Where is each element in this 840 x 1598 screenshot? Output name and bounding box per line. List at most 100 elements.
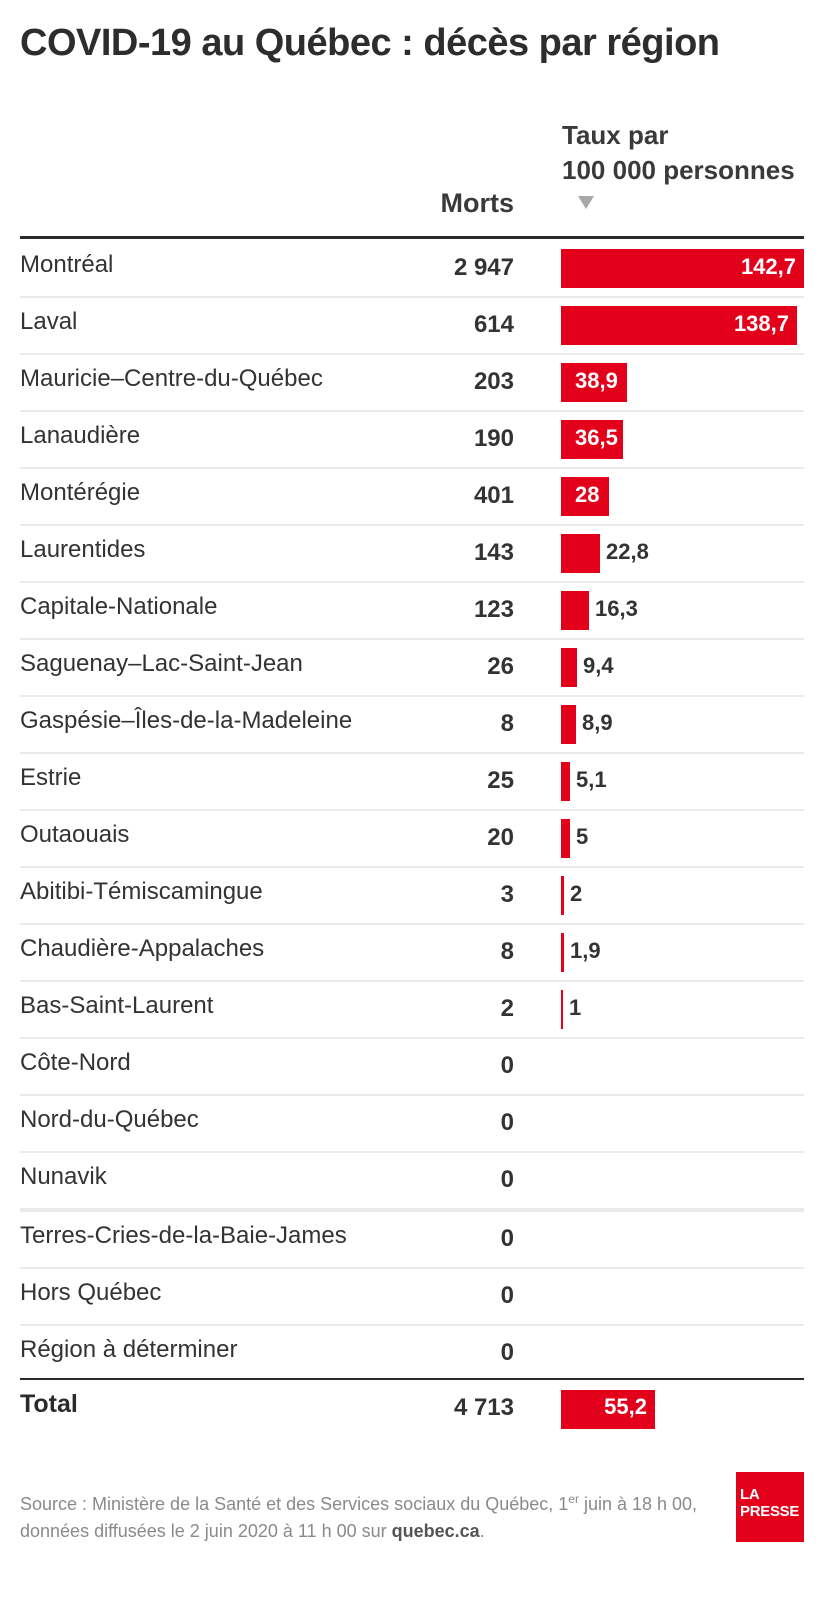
region-name: Abitibi-Témiscamingue	[20, 878, 263, 905]
table-row: Chaudière-Appalaches 8 1,9	[20, 923, 804, 982]
table-row: Lanaudière 190 36,5	[20, 410, 804, 469]
sort-down-icon[interactable]	[578, 196, 594, 209]
rate-label: 8,9	[582, 710, 613, 735]
region-name: Région à déterminer	[20, 1336, 238, 1363]
table-row: Bas-Saint-Laurent 2 1	[20, 980, 804, 1039]
source-note: Source : Ministère de la Santé et des Se…	[20, 1486, 720, 1545]
table-row: Région à déterminer 0	[20, 1324, 804, 1381]
rate-label: 9,4	[583, 653, 614, 678]
deaths-value: 614	[473, 311, 514, 338]
region-name: Montérégie	[20, 479, 141, 506]
column-header-rate-line2: 100 000 personnes	[562, 155, 795, 185]
rate-label: 1,9	[570, 938, 601, 963]
deaths-value: 123	[473, 596, 514, 623]
rate-bar	[561, 477, 609, 516]
rate-label: 16,3	[595, 596, 638, 621]
deaths-value: 0	[500, 1339, 514, 1366]
region-name: Gaspésie–Îles-de-la-Madeleine	[20, 707, 353, 734]
rate-bar	[561, 249, 804, 288]
region-name: Mauricie–Centre-du-Québec	[20, 365, 323, 392]
logo-line1: LA	[740, 1486, 760, 1503]
source-suffix: .	[479, 1521, 485, 1541]
deaths-value: 25	[487, 767, 514, 794]
rate-bar	[561, 990, 563, 1029]
table-row: Estrie 25 5,1	[20, 752, 804, 811]
table-row: Gaspésie–Îles-de-la-Madeleine 8 8,9	[20, 695, 804, 754]
region-name: Montréal	[20, 251, 114, 278]
table-row: Capitale-Nationale 123 16,3	[20, 581, 804, 640]
deaths-value: 143	[473, 539, 514, 566]
deaths-value: 401	[473, 482, 514, 509]
table-row: Nunavik 0	[20, 1151, 804, 1212]
rate-bar	[561, 819, 570, 858]
deaths-value: 0	[500, 1282, 514, 1309]
total-row: Total 4 713 55,2	[20, 1382, 804, 1442]
column-header-deaths: Morts	[440, 188, 515, 218]
rate-bar	[561, 762, 570, 801]
source-middle: juin à 18 h 00, données diffusées le 2 j…	[20, 1494, 698, 1541]
rate-label: 5	[576, 824, 589, 849]
rate-bar	[561, 306, 797, 345]
rate-bar	[561, 648, 577, 687]
rate-bar	[561, 705, 576, 744]
region-name: Bas-Saint-Laurent	[20, 992, 214, 1019]
rate-label: 2	[570, 881, 583, 906]
region-name: Estrie	[20, 764, 82, 791]
rate-label: 38,9	[575, 368, 618, 393]
rate-bar	[561, 420, 623, 459]
table-row: Abitibi-Témiscamingue 3 2	[20, 866, 804, 925]
region-name: Laurentides	[20, 536, 146, 563]
table-row: Montérégie 401 28	[20, 467, 804, 526]
table-row: Montréal 2 947 142,7	[20, 239, 804, 298]
table-row: Mauricie–Centre-du-Québec 203 38,9	[20, 353, 804, 412]
table-row: Laurentides 143 22,8	[20, 524, 804, 583]
region-name: Terres-Cries-de-la-Baie-James	[20, 1222, 347, 1249]
deaths-value: 26	[487, 653, 514, 680]
logo-line2: PRESSE	[740, 1503, 800, 1520]
deaths-value: 190	[473, 425, 514, 452]
rate-bar	[561, 933, 564, 972]
rate-label: 5,1	[576, 767, 607, 792]
region-name: Lanaudière	[20, 422, 141, 449]
region-name: Capitale-Nationale	[20, 593, 218, 620]
table-row: Côte-Nord 0	[20, 1037, 804, 1096]
region-name: Nord-du-Québec	[20, 1106, 199, 1133]
page-title: COVID-19 au Québec : décès par région	[20, 22, 720, 64]
rate-label: 36,5	[575, 425, 618, 450]
rate-label: 142,7	[740, 254, 796, 279]
source-prefix: Source : Ministère de la Santé et des Se…	[20, 1494, 569, 1514]
total-rate-label: 55,2	[604, 1394, 647, 1419]
source-link[interactable]: quebec.ca	[391, 1521, 480, 1541]
source-sup: er	[568, 1492, 579, 1506]
rate-label: 1	[569, 995, 582, 1020]
table-top-rule	[20, 236, 804, 239]
deaths-value: 0	[500, 1109, 514, 1136]
region-name: Laval	[20, 308, 78, 335]
deaths-value: 0	[500, 1166, 514, 1193]
region-name: Hors Québec	[20, 1279, 162, 1306]
deaths-value: 203	[473, 368, 514, 395]
deaths-value: 8	[500, 938, 514, 965]
deaths-value: 0	[500, 1052, 514, 1079]
rate-label: 138,7	[733, 311, 789, 336]
rate-bar	[561, 534, 600, 573]
region-name: Outaouais	[20, 821, 130, 848]
region-name: Chaudière-Appalaches	[20, 935, 265, 962]
region-name: Nunavik	[20, 1163, 107, 1190]
deaths-value: 0	[500, 1225, 514, 1252]
total-rate-bar	[561, 1390, 655, 1429]
deaths-value: 2 947	[453, 254, 514, 281]
rate-bar	[561, 591, 589, 630]
table-row: Terres-Cries-de-la-Baie-James 0	[20, 1210, 804, 1269]
column-header-rate: Taux par 100 000 personnes	[562, 118, 822, 188]
table-row: Outaouais 20 5	[20, 809, 804, 868]
column-header-rate-line1: Taux par	[562, 120, 669, 150]
rate-label: 28	[575, 482, 600, 507]
total-label: Total	[20, 1390, 78, 1418]
deaths-value: 3	[500, 881, 514, 908]
region-name: Côte-Nord	[20, 1049, 131, 1076]
deaths-value: 20	[487, 824, 514, 851]
table-row: Laval 614 138,7	[20, 296, 804, 355]
deaths-value: 2	[500, 995, 514, 1022]
rate-bar	[561, 363, 627, 402]
